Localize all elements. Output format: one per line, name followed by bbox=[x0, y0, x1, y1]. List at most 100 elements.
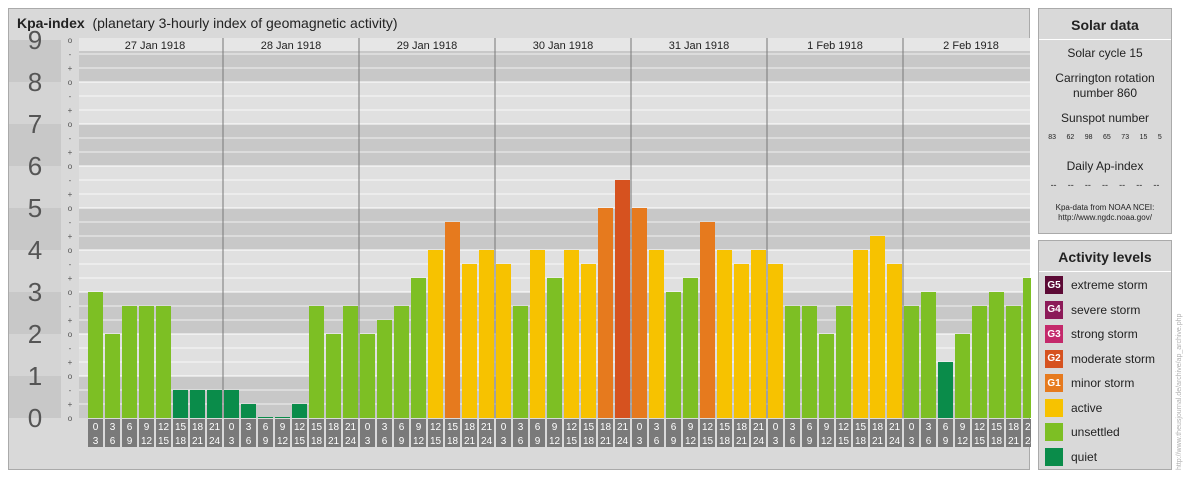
interval-end-label: 3 bbox=[93, 436, 99, 447]
interval-end-label: 18 bbox=[311, 436, 323, 447]
activity-levels-heading: Activity levels bbox=[1039, 241, 1171, 272]
kp-bar bbox=[853, 250, 868, 418]
interval-end-label: 6 bbox=[654, 436, 660, 447]
ap-values: -- -- -- -- -- -- -- bbox=[1039, 174, 1171, 193]
interval-start-label: 12 bbox=[294, 422, 306, 433]
kp-bar bbox=[785, 305, 800, 418]
interval-box bbox=[615, 419, 630, 447]
kp-bar bbox=[326, 334, 341, 418]
kp-bar bbox=[700, 221, 715, 418]
kp-chart-panel: Kpa-index (planetary 3-hourly index of g… bbox=[8, 8, 1031, 470]
interval-box bbox=[411, 419, 426, 447]
interval-box bbox=[105, 419, 120, 447]
source-watermark: http://www.theusjournal.de/archive/ap_ar… bbox=[1176, 313, 1183, 470]
interval-start-label: 9 bbox=[144, 422, 150, 433]
ap-label: Daily Ap-index bbox=[1066, 159, 1144, 173]
y-band bbox=[79, 166, 1030, 208]
kp-bar bbox=[802, 305, 817, 418]
legend-label: strong storm bbox=[1071, 327, 1138, 341]
sunspot-value: 98 bbox=[1084, 134, 1093, 141]
interval-box bbox=[224, 419, 239, 447]
y-tick-label: 3 bbox=[28, 277, 42, 307]
solar-data-panel: Solar data Solar cycle 15 Carrington rot… bbox=[1038, 8, 1172, 234]
interval-start-label: 12 bbox=[838, 422, 850, 433]
y-subtick-label: o bbox=[68, 78, 73, 87]
interval-box bbox=[785, 419, 800, 447]
interval-end-label: 9 bbox=[535, 436, 541, 447]
interval-end-label: 18 bbox=[991, 436, 1003, 447]
interval-end-label: 24 bbox=[481, 436, 493, 447]
kp-bar bbox=[819, 334, 834, 418]
interval-box bbox=[292, 419, 307, 447]
interval-box bbox=[802, 419, 817, 447]
sunspot-label: Sunspot number bbox=[1060, 111, 1150, 125]
legend-swatch: G1 bbox=[1045, 374, 1063, 392]
interval-end-label: 21 bbox=[1008, 436, 1020, 447]
interval-start-label: 9 bbox=[688, 422, 694, 433]
interval-box bbox=[343, 419, 358, 447]
kp-bar bbox=[207, 389, 222, 418]
legend-item: G2 moderate storm bbox=[1045, 349, 1155, 368]
kp-bar bbox=[292, 404, 307, 418]
interval-end-label: 3 bbox=[773, 436, 779, 447]
interval-start-label: 18 bbox=[1008, 422, 1020, 433]
interval-end-label: 3 bbox=[909, 436, 915, 447]
interval-end-label: 9 bbox=[807, 436, 813, 447]
kp-bar bbox=[530, 250, 545, 418]
data-source-line-2: http://www.ngdc.noaa.gov/ bbox=[1058, 213, 1152, 222]
interval-end-label: 6 bbox=[518, 436, 524, 447]
interval-end-label: 12 bbox=[277, 436, 289, 447]
y-subtick-label: + bbox=[68, 400, 73, 409]
kp-bar bbox=[887, 263, 902, 418]
day-label: 29 Jan 1918 bbox=[397, 40, 458, 52]
interval-box bbox=[1023, 419, 1031, 447]
legend-label: minor storm bbox=[1071, 376, 1135, 390]
kp-bar bbox=[122, 305, 137, 418]
interval-start-label: 15 bbox=[447, 422, 459, 433]
interval-box bbox=[190, 419, 205, 447]
interval-end-label: 15 bbox=[974, 436, 986, 447]
kp-bar bbox=[496, 263, 511, 418]
interval-start-label: 3 bbox=[926, 422, 932, 433]
interval-start-label: 0 bbox=[365, 422, 371, 433]
y-subtick-label: + bbox=[68, 64, 73, 73]
y-tick-label: 2 bbox=[28, 319, 42, 349]
interval-end-label: 18 bbox=[583, 436, 595, 447]
legend-label: quiet bbox=[1071, 449, 1098, 464]
y-subtick-label: + bbox=[68, 316, 73, 325]
legend-swatch bbox=[1045, 398, 1063, 417]
y-subtick-label: - bbox=[69, 134, 72, 143]
interval-start-label: 21 bbox=[209, 422, 221, 433]
sunspot-value: 65 bbox=[1103, 134, 1111, 141]
kp-bar bbox=[666, 292, 681, 418]
kp-bar bbox=[343, 305, 358, 418]
interval-end-label: 9 bbox=[399, 436, 405, 447]
kp-bar bbox=[938, 362, 953, 418]
interval-start-label: 12 bbox=[430, 422, 442, 433]
kp-bar bbox=[921, 292, 936, 418]
interval-end-label: 9 bbox=[671, 436, 677, 447]
interval-end-label: 12 bbox=[957, 436, 969, 447]
kp-bar bbox=[632, 208, 647, 418]
kp-bar bbox=[394, 305, 409, 418]
sunspot-value: 83 bbox=[1048, 134, 1057, 141]
kp-bar bbox=[1023, 278, 1031, 418]
interval-box bbox=[921, 419, 936, 447]
y-subtick-label: + bbox=[68, 232, 73, 241]
kp-bar bbox=[105, 334, 120, 418]
interval-start-label: 18 bbox=[192, 422, 204, 433]
sunspot-values: 83 62 98 65 73 15 5 bbox=[1039, 126, 1171, 145]
kp-bar bbox=[173, 389, 188, 418]
kp-bar bbox=[870, 236, 885, 418]
interval-start-label: 18 bbox=[600, 422, 612, 433]
interval-box bbox=[870, 419, 885, 447]
kp-bar bbox=[224, 389, 239, 418]
interval-start-label: 0 bbox=[909, 422, 915, 433]
solar-cycle: Solar cycle 15 bbox=[1067, 46, 1143, 60]
interval-end-label: 3 bbox=[229, 436, 235, 447]
legend-label: severe storm bbox=[1071, 302, 1141, 317]
kp-bar bbox=[768, 263, 783, 418]
kp-bar bbox=[479, 250, 494, 418]
kp-bar bbox=[445, 221, 460, 418]
